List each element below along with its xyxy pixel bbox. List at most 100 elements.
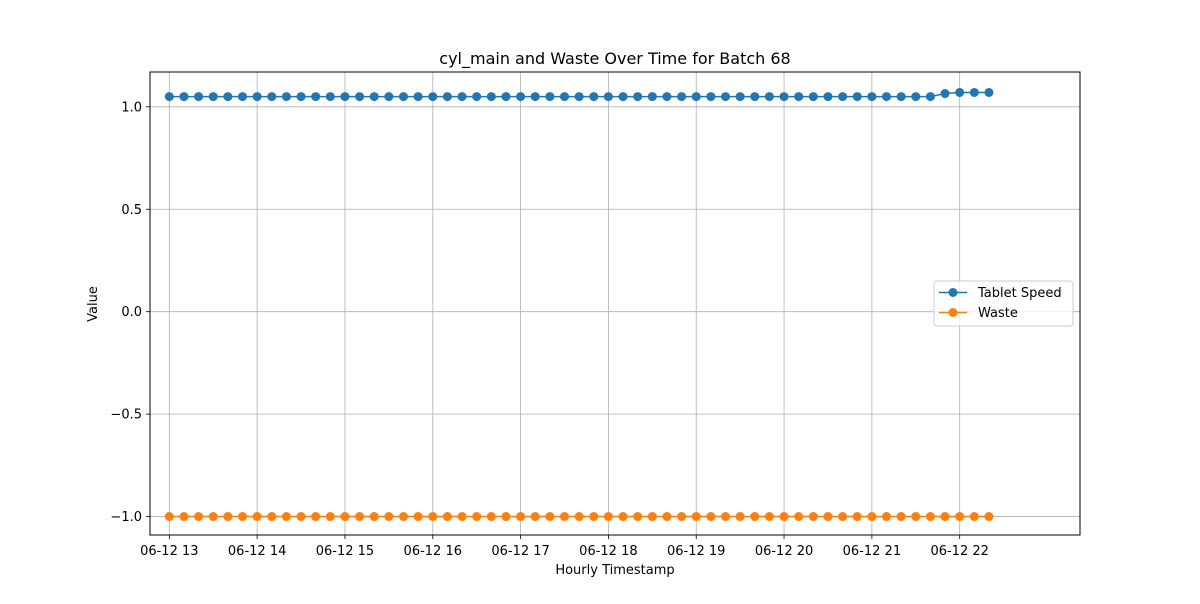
data-point (560, 92, 569, 102)
data-point (984, 87, 994, 97)
data-point (618, 92, 628, 102)
data-point (194, 512, 204, 522)
data-point (267, 512, 277, 522)
data-point (355, 512, 365, 522)
data-point (194, 92, 204, 102)
data-point (208, 92, 218, 102)
data-point (662, 512, 672, 522)
data-point (384, 512, 394, 522)
data-point (882, 512, 892, 522)
data-point (925, 512, 935, 522)
y-tick-label: 1.0 (121, 100, 142, 115)
data-point (545, 92, 555, 102)
y-tick-label: 0.5 (121, 203, 142, 218)
data-point (486, 512, 496, 522)
y-tick-label: −1.0 (110, 510, 142, 525)
data-point (677, 92, 687, 102)
data-point (721, 512, 731, 522)
data-point (808, 92, 818, 102)
legend-box (933, 280, 1074, 327)
data-point (750, 512, 760, 522)
x-axis-ticks: 06-12 13 06-12 14 06-12 15 06-12 16 06-12 17… (140, 535, 989, 559)
y-tick-label: 0.0 (121, 305, 142, 320)
data-point (574, 512, 584, 522)
y-tick-label: −0.5 (110, 408, 142, 423)
data-point (325, 92, 335, 102)
data-point (838, 92, 848, 102)
data-point (794, 92, 804, 102)
y-axis-label: Value (86, 286, 101, 322)
data-point (662, 92, 672, 102)
data-point (399, 512, 408, 522)
x-tick-label: 06-12 18 (579, 544, 637, 559)
x-tick-label: 06-12 20 (755, 544, 813, 559)
data-point (852, 512, 862, 522)
data-point (296, 512, 306, 522)
data-point (603, 512, 613, 522)
data-point (238, 92, 247, 102)
data-point (589, 512, 599, 522)
data-point (267, 92, 277, 102)
data-point (530, 512, 540, 522)
data-point (208, 512, 218, 522)
x-tick-label: 06-12 19 (667, 544, 725, 559)
data-point (589, 92, 599, 102)
data-point (984, 512, 994, 522)
data-point (779, 512, 789, 522)
series-waste (164, 512, 994, 522)
data-point (647, 512, 657, 522)
data-point (281, 512, 291, 522)
data-point (428, 512, 438, 522)
data-point (311, 512, 321, 522)
data-point (472, 92, 482, 102)
data-point (852, 92, 862, 102)
data-point (794, 512, 804, 522)
data-point (896, 512, 906, 522)
data-point (823, 92, 833, 102)
data-point (677, 512, 687, 522)
data-point (911, 92, 921, 102)
data-point (545, 512, 555, 522)
data-point (911, 512, 921, 522)
data-point (179, 512, 189, 522)
legend-label: Tablet Speed (977, 286, 1062, 301)
data-point (457, 92, 467, 102)
data-point (721, 92, 731, 102)
data-point (164, 92, 174, 102)
data-point (779, 92, 789, 102)
data-point (281, 92, 291, 102)
data-point (428, 92, 438, 102)
data-point (486, 92, 496, 102)
data-point (691, 512, 701, 522)
data-point (925, 92, 935, 102)
data-point (618, 512, 628, 522)
chart-legend: Tablet Speed Waste (933, 280, 1074, 327)
series-lines (164, 87, 994, 522)
y-axis-ticks: 1.0 0.5 0.0 −0.5 −1.0 (110, 100, 150, 525)
plot-area-frame (149, 71, 1081, 536)
data-point (252, 92, 262, 102)
data-point (823, 512, 833, 522)
x-tick-label: 06-12 14 (228, 544, 286, 559)
data-point (311, 92, 321, 102)
data-point (808, 512, 818, 522)
data-point (369, 512, 379, 522)
x-tick-label: 06-12 13 (140, 544, 198, 559)
data-point (530, 92, 540, 102)
data-point (735, 512, 745, 522)
data-point (501, 92, 511, 102)
data-point (955, 512, 965, 522)
data-point (706, 92, 716, 102)
data-point (633, 92, 643, 102)
data-point (896, 92, 906, 102)
x-tick-label: 06-12 22 (930, 544, 988, 559)
data-point (574, 92, 584, 102)
data-point (223, 92, 233, 102)
data-point (940, 512, 950, 522)
data-point (355, 92, 365, 102)
data-point (882, 92, 892, 102)
data-point (867, 512, 877, 522)
data-point (838, 512, 848, 522)
